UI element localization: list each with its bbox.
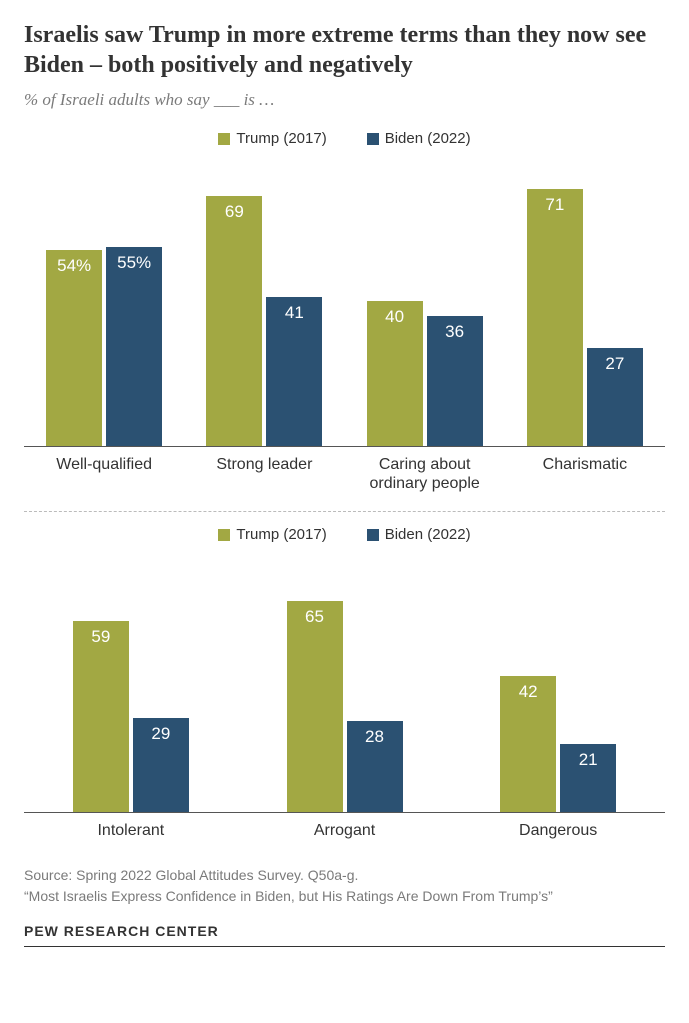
bar-value-label: 21 xyxy=(579,750,598,770)
bar-group: 54% 55% xyxy=(24,247,184,446)
bar-group: 65 28 xyxy=(238,601,452,812)
bar-value-label: 65 xyxy=(305,607,324,627)
bar-pair: 54% 55% xyxy=(46,247,162,446)
legend: Trump (2017) Biden (2022) xyxy=(24,526,665,543)
bar-pair: 71 27 xyxy=(527,189,643,446)
category-label: Well-qualified xyxy=(24,455,184,493)
panel-divider xyxy=(24,511,665,512)
bar-biden: 28 xyxy=(347,721,403,812)
bar-group: 40 36 xyxy=(345,301,505,446)
bar-group: 42 21 xyxy=(451,676,665,813)
legend-label: Biden (2022) xyxy=(385,130,471,147)
bar-value-label: 29 xyxy=(151,724,170,744)
category-label: Intolerant xyxy=(24,821,238,840)
bar-biden: 41 xyxy=(266,297,322,446)
legend-item-trump: Trump (2017) xyxy=(218,526,326,543)
footer-brand: PEW RESEARCH CENTER xyxy=(24,921,665,947)
bar-value-label: 41 xyxy=(285,303,304,323)
category-label: Caring about ordinary people xyxy=(345,455,505,493)
footer-source: Source: Spring 2022 Global Attitudes Sur… xyxy=(24,865,665,886)
bar-value-label: 27 xyxy=(605,354,624,374)
chart-footer: Source: Spring 2022 Global Attitudes Sur… xyxy=(24,865,665,947)
bar-pair: 69 41 xyxy=(206,196,322,446)
bar-biden: 27 xyxy=(587,348,643,446)
bar-value-label: 59 xyxy=(91,627,110,647)
legend-item-trump: Trump (2017) xyxy=(218,130,326,147)
bar-value-label: 42 xyxy=(519,682,538,702)
bar-trump: 59 xyxy=(73,621,129,813)
legend-swatch xyxy=(218,133,230,145)
bar-biden: 55% xyxy=(106,247,162,446)
bar-value-label: 54% xyxy=(57,256,91,276)
chart-title: Israelis saw Trump in more extreme terms… xyxy=(24,20,665,80)
chart-row: 59 29 65 28 42 21 xyxy=(24,553,665,813)
category-label: Arrogant xyxy=(238,821,452,840)
bar-value-label: 55% xyxy=(117,253,151,273)
bar-biden: 29 xyxy=(133,718,189,812)
category-label: Dangerous xyxy=(451,821,665,840)
bar-value-label: 69 xyxy=(225,202,244,222)
legend-swatch xyxy=(367,133,379,145)
bar-value-label: 36 xyxy=(445,322,464,342)
bar-trump: 40 xyxy=(367,301,423,446)
legend-item-biden: Biden (2022) xyxy=(367,526,471,543)
bar-pair: 65 28 xyxy=(287,601,403,812)
bar-biden: 36 xyxy=(427,316,483,447)
chart-row: 54% 55% 69 41 40 36 71 27 xyxy=(24,157,665,447)
bar-value-label: 71 xyxy=(545,195,564,215)
bar-trump: 71 xyxy=(527,189,583,446)
legend-label: Biden (2022) xyxy=(385,526,471,543)
bar-group: 71 27 xyxy=(505,189,665,446)
bar-group: 69 41 xyxy=(184,196,344,446)
category-labels: Well-qualifiedStrong leaderCaring about … xyxy=(24,455,665,493)
bar-biden: 21 xyxy=(560,744,616,812)
bar-trump: 69 xyxy=(206,196,262,446)
bar-trump: 65 xyxy=(287,601,343,812)
bar-pair: 40 36 xyxy=(367,301,483,446)
legend-label: Trump (2017) xyxy=(236,526,326,543)
bar-value-label: 40 xyxy=(385,307,404,327)
legend-item-biden: Biden (2022) xyxy=(367,130,471,147)
category-label: Strong leader xyxy=(184,455,344,493)
bar-trump: 54% xyxy=(46,250,102,446)
legend-label: Trump (2017) xyxy=(236,130,326,147)
bar-value-label: 28 xyxy=(365,727,384,747)
footer-note: “Most Israelis Express Confidence in Bid… xyxy=(24,886,665,907)
chart-subtitle: % of Israeli adults who say ___ is … xyxy=(24,90,665,110)
bar-trump: 42 xyxy=(500,676,556,813)
legend-swatch xyxy=(218,529,230,541)
category-label: Charismatic xyxy=(505,455,665,493)
bar-pair: 42 21 xyxy=(500,676,616,813)
bar-group: 59 29 xyxy=(24,621,238,813)
legend: Trump (2017) Biden (2022) xyxy=(24,130,665,147)
category-labels: IntolerantArrogantDangerous xyxy=(24,821,665,840)
bar-pair: 59 29 xyxy=(73,621,189,813)
legend-swatch xyxy=(367,529,379,541)
chart-container: Trump (2017) Biden (2022) 54% 55% 69 41 40 36 71… xyxy=(24,130,665,841)
